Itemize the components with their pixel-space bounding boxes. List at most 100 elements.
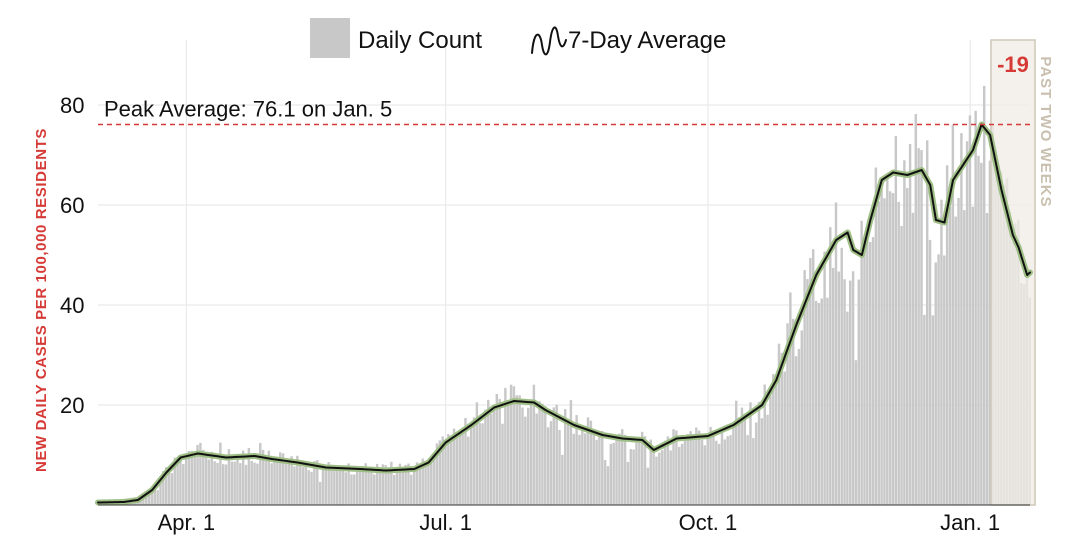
bar xyxy=(324,465,328,505)
bar xyxy=(683,435,687,505)
bar xyxy=(660,450,664,505)
bar xyxy=(655,456,658,505)
bar xyxy=(709,426,712,505)
bar xyxy=(652,450,655,505)
bar xyxy=(726,436,729,505)
bar xyxy=(507,404,510,505)
bar xyxy=(945,165,949,505)
bar xyxy=(925,140,929,505)
bar xyxy=(549,421,553,505)
bar xyxy=(427,465,430,505)
bar xyxy=(914,114,918,505)
bar xyxy=(606,466,610,505)
bar xyxy=(569,400,573,505)
bar xyxy=(797,348,801,505)
bar xyxy=(792,318,795,505)
bar xyxy=(193,451,196,505)
bar xyxy=(353,474,356,505)
bar xyxy=(866,230,869,505)
bar xyxy=(273,458,276,505)
bar xyxy=(937,254,940,505)
bar xyxy=(344,472,347,505)
bar xyxy=(204,456,208,505)
bar xyxy=(737,417,741,505)
bar xyxy=(686,434,689,505)
bar xyxy=(883,198,886,505)
bar xyxy=(903,160,906,505)
bar xyxy=(589,420,593,505)
bar xyxy=(390,461,393,505)
x-tick-label: Jan. 1 xyxy=(940,510,1000,535)
bar xyxy=(469,422,473,505)
bar xyxy=(541,403,544,505)
bar xyxy=(951,124,955,505)
bar xyxy=(430,457,433,505)
bar xyxy=(304,461,308,505)
bar xyxy=(164,467,168,505)
peak-average-label: Peak Average: 76.1 on Jan. 5 xyxy=(104,97,392,122)
x-tick-label: Jul. 1 xyxy=(419,510,472,535)
bar xyxy=(615,434,618,505)
bar xyxy=(561,454,564,505)
bar xyxy=(276,462,279,505)
bar xyxy=(210,451,214,505)
bar xyxy=(182,464,185,505)
bar xyxy=(834,202,838,505)
bar xyxy=(447,434,450,505)
bar xyxy=(393,474,396,505)
bar xyxy=(752,438,755,505)
bar xyxy=(623,434,627,505)
bar xyxy=(578,434,581,505)
bar xyxy=(906,188,909,505)
bar xyxy=(489,414,493,505)
bar xyxy=(700,439,704,505)
bar xyxy=(310,471,313,505)
bar xyxy=(860,220,863,505)
bar xyxy=(253,462,256,505)
bar xyxy=(216,462,219,505)
bar xyxy=(931,315,935,505)
bar xyxy=(284,458,288,505)
bar xyxy=(603,460,607,505)
bar xyxy=(555,404,558,505)
bar xyxy=(301,467,305,505)
bar xyxy=(800,330,804,505)
bar xyxy=(803,270,806,505)
bar xyxy=(769,395,772,505)
bar xyxy=(230,461,233,505)
bar xyxy=(321,467,325,505)
bar xyxy=(880,187,883,506)
bar xyxy=(432,452,436,505)
y-tick-label: 80 xyxy=(60,93,84,118)
bar xyxy=(487,399,490,505)
bar xyxy=(373,474,376,505)
bar xyxy=(985,213,989,505)
bar xyxy=(806,279,809,505)
bar xyxy=(646,467,650,505)
bar xyxy=(920,150,923,505)
bar xyxy=(202,449,205,505)
bar xyxy=(811,249,815,505)
bar xyxy=(213,461,216,505)
bar xyxy=(934,262,937,505)
bar xyxy=(538,401,541,505)
bar xyxy=(313,461,316,505)
bar xyxy=(267,450,271,505)
bar xyxy=(894,136,898,505)
bar xyxy=(438,440,442,505)
bar xyxy=(378,470,382,505)
bar xyxy=(965,141,969,506)
bar xyxy=(455,438,459,505)
bar xyxy=(598,434,601,505)
y-tick-label: 40 xyxy=(60,293,84,318)
bar xyxy=(963,210,966,505)
bar xyxy=(327,462,330,505)
bar xyxy=(298,463,302,505)
bar xyxy=(680,443,684,505)
x-tick-label: Oct. 1 xyxy=(679,510,738,535)
legend-swatch-daily-count xyxy=(310,18,350,58)
bar xyxy=(943,255,946,505)
bar xyxy=(478,423,481,505)
bar xyxy=(504,387,507,505)
